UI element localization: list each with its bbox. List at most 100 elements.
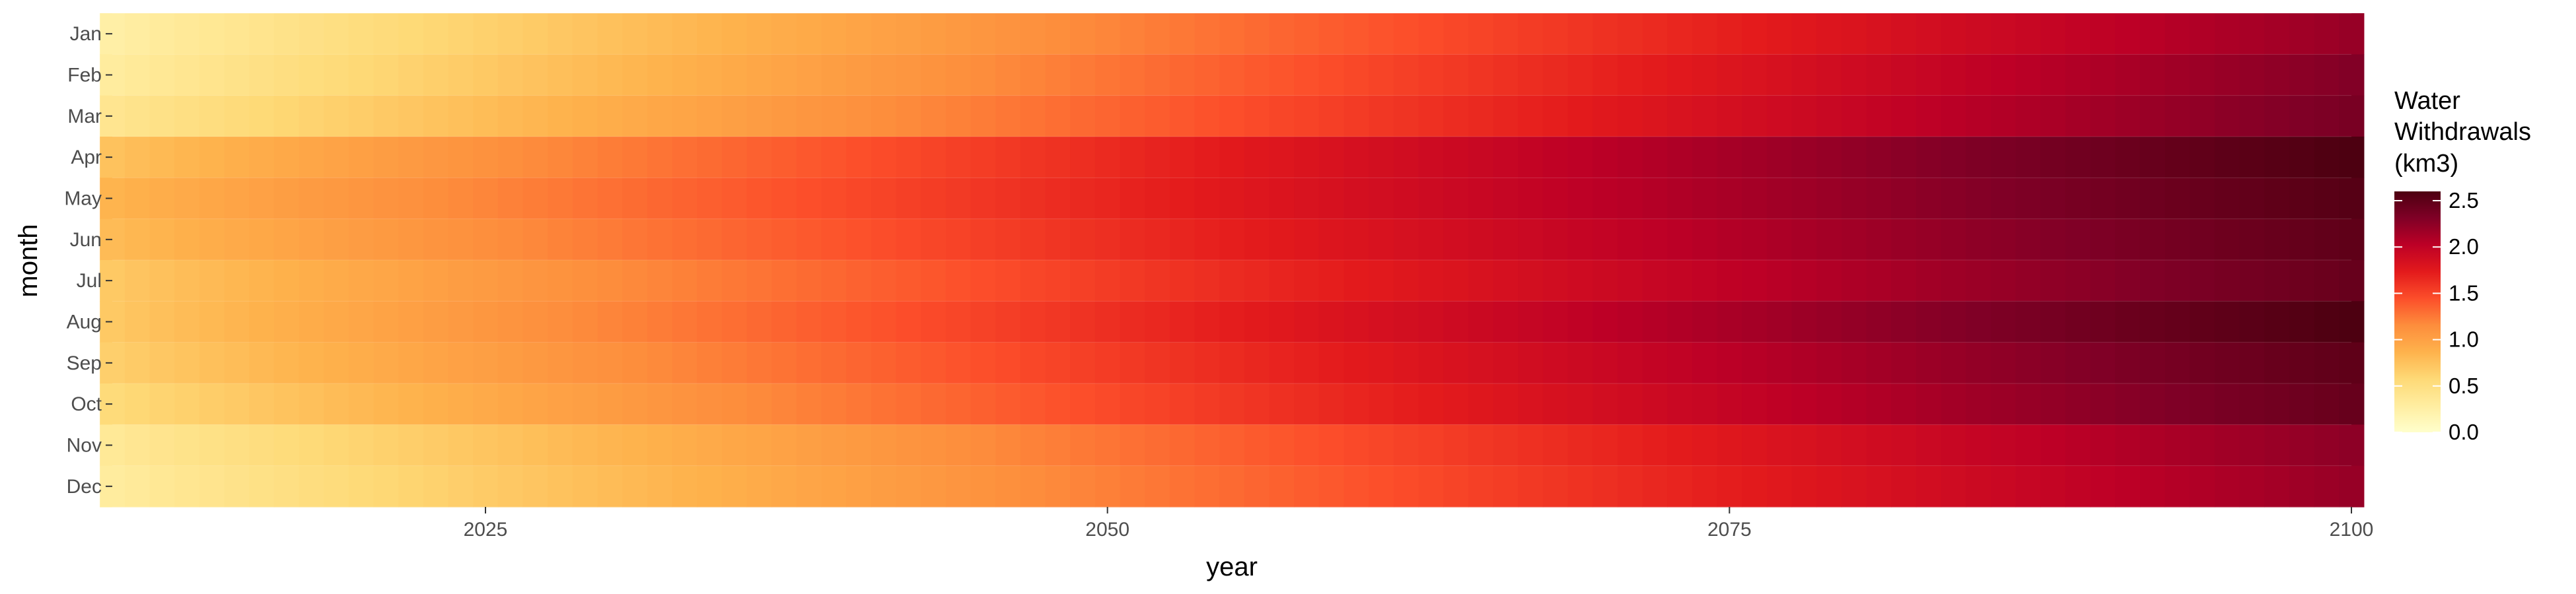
heatmap-cell bbox=[1642, 13, 1668, 55]
heatmap-cell bbox=[249, 54, 275, 96]
heatmap-cell bbox=[473, 301, 499, 343]
heatmap-cell bbox=[1766, 137, 1793, 178]
heatmap-cell bbox=[2065, 301, 2091, 343]
y-tick-label: Jan bbox=[70, 23, 102, 45]
heatmap-cell bbox=[273, 424, 300, 467]
heatmap-cell bbox=[1169, 383, 1196, 425]
heatmap-cell bbox=[224, 137, 250, 178]
heatmap-cell bbox=[796, 465, 822, 508]
heatmap-cell bbox=[1145, 383, 1170, 425]
heatmap-cell bbox=[970, 95, 996, 137]
heatmap-cell bbox=[2339, 383, 2365, 425]
heatmap-cell bbox=[1766, 383, 1793, 425]
heatmap-cell bbox=[597, 137, 623, 178]
heatmap-cell bbox=[2015, 13, 2041, 55]
heatmap-cell bbox=[448, 218, 474, 261]
heatmap-cell bbox=[273, 13, 300, 55]
heatmap-cell bbox=[2139, 424, 2166, 467]
heatmap-cell bbox=[2264, 13, 2290, 55]
heatmap-cell bbox=[1070, 178, 1096, 220]
heatmap-cell bbox=[1791, 137, 1817, 178]
heatmap-cell bbox=[921, 54, 947, 96]
heatmap-cell bbox=[299, 342, 324, 384]
heatmap-cell bbox=[1493, 218, 1519, 261]
heatmap-cell bbox=[672, 342, 698, 384]
heatmap-cell bbox=[1692, 465, 1718, 508]
heatmap-cell bbox=[423, 95, 449, 137]
heatmap-cell bbox=[473, 54, 499, 96]
heatmap-cell bbox=[1941, 301, 1966, 343]
heatmap-cell bbox=[1169, 301, 1196, 343]
heatmap-cell bbox=[622, 342, 648, 384]
x-axis-title: year bbox=[1206, 552, 1258, 581]
heatmap-cell bbox=[324, 218, 349, 261]
heatmap-cell bbox=[1294, 383, 1320, 425]
heatmap-cell bbox=[1915, 260, 1942, 302]
heatmap-cell bbox=[473, 218, 499, 261]
heatmap-cell bbox=[1269, 137, 1295, 178]
heatmap-cell bbox=[1219, 301, 1245, 343]
heatmap-cell bbox=[1717, 342, 1742, 384]
heatmap-cell bbox=[324, 342, 349, 384]
heatmap-cell bbox=[1717, 54, 1742, 96]
heatmap-cell bbox=[2239, 383, 2265, 425]
heatmap-cell bbox=[1816, 137, 1842, 178]
heatmap-cell bbox=[2015, 95, 2041, 137]
heatmap-cell bbox=[100, 218, 125, 261]
heatmap-cell bbox=[921, 383, 947, 425]
heatmap-cell bbox=[2314, 301, 2340, 343]
heatmap-cell bbox=[2040, 178, 2066, 220]
heatmap-cell bbox=[572, 178, 598, 220]
heatmap-cell bbox=[1094, 342, 1121, 384]
heatmap-cell bbox=[1692, 424, 1718, 467]
heatmap-cell bbox=[846, 465, 872, 508]
heatmap-cell bbox=[2139, 54, 2166, 96]
heatmap-cell bbox=[721, 260, 748, 302]
heatmap-cell bbox=[1094, 137, 1121, 178]
heatmap-cell bbox=[746, 465, 772, 508]
heatmap-cell bbox=[2190, 137, 2215, 178]
heatmap-cell bbox=[1045, 342, 1071, 384]
y-tick-label: Apr bbox=[71, 147, 102, 168]
heatmap-cell bbox=[622, 260, 648, 302]
heatmap-cell bbox=[1542, 95, 1569, 137]
heatmap-cell bbox=[771, 137, 797, 178]
heatmap-cell bbox=[846, 137, 872, 178]
heatmap-cell bbox=[423, 260, 449, 302]
heatmap-cell bbox=[1990, 342, 2017, 384]
heatmap-cell bbox=[1145, 342, 1170, 384]
heatmap-cell bbox=[1294, 54, 1320, 96]
heatmap-cell bbox=[672, 383, 698, 425]
heatmap-cell bbox=[1841, 424, 1867, 467]
heatmap-cell bbox=[1816, 13, 1842, 55]
heatmap-cell bbox=[1318, 218, 1345, 261]
heatmap-cell bbox=[721, 54, 748, 96]
heatmap-cell bbox=[348, 383, 375, 425]
heatmap-cell bbox=[871, 54, 897, 96]
heatmap-cell bbox=[1369, 95, 1394, 137]
heatmap-cell bbox=[1692, 218, 1718, 261]
legend-title-line-1: Water bbox=[2394, 87, 2460, 115]
heatmap-cell bbox=[846, 383, 872, 425]
heatmap-cell bbox=[846, 54, 872, 96]
heatmap-cell bbox=[1020, 13, 1046, 55]
heatmap-cell bbox=[1393, 95, 1419, 137]
heatmap-cell bbox=[497, 178, 524, 220]
heatmap-cell bbox=[1219, 95, 1245, 137]
heatmap-cell bbox=[2015, 342, 2041, 384]
heatmap-cell bbox=[1542, 13, 1569, 55]
heatmap-cell bbox=[1194, 424, 1220, 467]
heatmap-cell bbox=[1518, 13, 1544, 55]
heatmap-cell bbox=[2214, 383, 2240, 425]
heatmap-cell bbox=[1791, 465, 1817, 508]
heatmap-cell bbox=[1294, 465, 1320, 508]
heatmap-cell bbox=[1493, 260, 1519, 302]
heatmap-cell bbox=[921, 301, 947, 343]
heatmap-cell bbox=[1742, 178, 1768, 220]
heatmap-cell bbox=[821, 95, 847, 137]
heatmap-cell bbox=[1294, 178, 1320, 220]
heatmap-cell bbox=[373, 95, 399, 137]
heatmap-cell bbox=[473, 137, 499, 178]
heatmap-cell bbox=[1070, 301, 1096, 343]
heatmap-cell bbox=[2314, 383, 2340, 425]
